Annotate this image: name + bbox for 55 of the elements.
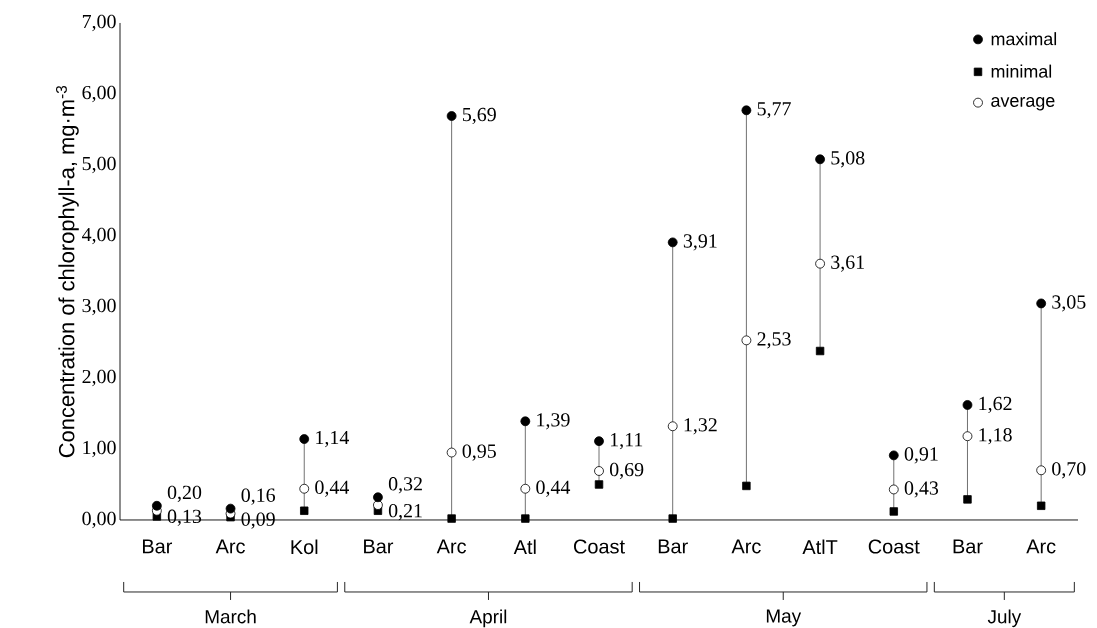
x-tick-label: Arc <box>436 539 467 554</box>
data-label: 1,39 <box>537 413 570 430</box>
y-tick-label: 7,00 <box>82 14 116 32</box>
data-label: 0,13 <box>167 509 202 526</box>
x-tick-label: Bar <box>953 539 983 554</box>
y-tick-label: 2,00 <box>82 369 116 387</box>
data-label: 0,16 <box>241 488 276 505</box>
data-label: 5,08 <box>831 151 865 168</box>
text: March <box>205 609 256 624</box>
data-label: 0,69 <box>609 462 644 480</box>
data-label: 0,95 <box>462 444 496 461</box>
data-label: 1,14 <box>316 430 349 448</box>
data-label: 1,18 <box>979 428 1012 445</box>
data-label: 1,32 <box>684 418 717 435</box>
data-label: 5,69 <box>462 107 496 125</box>
legend-label: maximal <box>991 32 1057 46</box>
data-label: 2,53 <box>757 332 791 349</box>
legend-label: average <box>991 97 1055 111</box>
data-label: 0,91 <box>904 447 938 464</box>
text: July <box>987 609 1022 628</box>
data-label: 0,43 <box>904 481 939 498</box>
y-tick-label: 4,00 <box>82 227 116 245</box>
data-label: 0,44 <box>536 480 571 497</box>
x-tick-label: Bar <box>658 539 688 554</box>
x-tick-label: Coast <box>868 539 920 554</box>
data-label: 0,09 <box>241 512 275 529</box>
text: April <box>469 609 507 628</box>
data-label: 0,21 <box>388 503 422 521</box>
y-tick-label: 6,00 <box>82 85 116 103</box>
data-label: 5,77 <box>757 102 791 119</box>
x-tick-label: Coast <box>574 539 625 554</box>
data-label: 1,11 <box>610 433 643 450</box>
x-tick-label: Atl <box>513 539 536 555</box>
y-tick-label: 5,00 <box>82 156 116 174</box>
data-label: 3,05 <box>1052 295 1086 312</box>
y-tick-label: 1,00 <box>83 440 116 458</box>
data-label: 0,32 <box>388 477 422 494</box>
text: May <box>766 609 802 627</box>
x-tick-label: Kol <box>291 539 318 555</box>
data-label: 0,44 <box>315 480 349 497</box>
data-label: 1,62 <box>979 396 1012 414</box>
x-tick-label: Bar <box>364 539 394 554</box>
x-tick-label: Arc <box>731 539 761 554</box>
y-tick-label: 3,00 <box>82 298 116 316</box>
x-tick-label: Bar <box>142 539 173 554</box>
data-label: 0,20 <box>167 485 202 502</box>
data-label: 0,70 <box>1052 462 1086 479</box>
x-tick-label: AtlT <box>802 539 838 555</box>
data-label: 3,91 <box>683 234 717 251</box>
y-axis-title: Concentration of chlorophyll-a, mg·m$^{-3}$ <box>56 85 79 458</box>
data-label: 3,61 <box>831 255 864 272</box>
x-tick-label: Arc <box>1026 539 1056 554</box>
x-tick-label: Arc <box>215 539 245 554</box>
y-tick-label: 0,00 <box>82 511 116 529</box>
legend-label: minimal <box>991 64 1052 78</box>
